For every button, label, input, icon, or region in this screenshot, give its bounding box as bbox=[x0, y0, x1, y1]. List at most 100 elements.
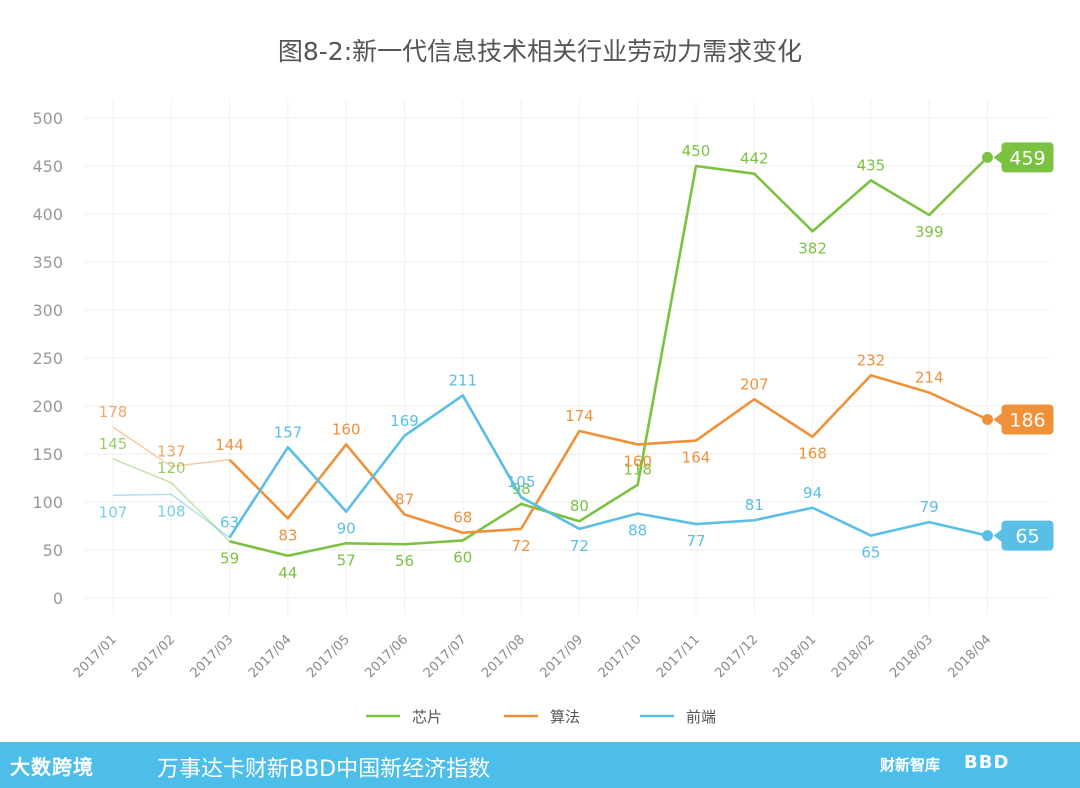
x-tick-label: 2017/07 bbox=[421, 632, 470, 681]
x-tick-label: 2017/05 bbox=[304, 632, 353, 681]
data-label: 232 bbox=[857, 351, 886, 369]
data-label: 137 bbox=[157, 442, 186, 460]
series-line-1 bbox=[228, 373, 989, 535]
data-label: 108 bbox=[157, 502, 186, 520]
data-label: 382 bbox=[798, 239, 827, 257]
footer-title: 万事达卡财新BBD中国新经济指数 bbox=[157, 757, 491, 782]
data-label: 63 bbox=[220, 514, 239, 532]
data-label: 77 bbox=[686, 532, 705, 550]
series-line-0 bbox=[229, 156, 989, 558]
y-tick-label: 300 bbox=[32, 301, 63, 320]
chart-title: 图8-2:新一代信息技术相关行业劳动力需求变化 bbox=[278, 37, 802, 66]
series-line-2 bbox=[228, 394, 988, 539]
data-label: 207 bbox=[740, 375, 769, 393]
x-tick-label: 2017/12 bbox=[712, 632, 761, 681]
data-label: 145 bbox=[99, 435, 128, 453]
legend-label: 芯片 bbox=[412, 708, 442, 726]
data-label: 94 bbox=[803, 484, 822, 502]
data-label: 57 bbox=[337, 551, 356, 569]
data-label: 72 bbox=[570, 537, 589, 555]
data-label: 68 bbox=[453, 509, 472, 527]
x-tick-label: 2017/02 bbox=[129, 632, 178, 681]
end-point-marker bbox=[982, 413, 993, 425]
data-label: 174 bbox=[565, 407, 594, 425]
data-label: 81 bbox=[745, 496, 764, 514]
x-tick-label: 2017/01 bbox=[71, 632, 120, 681]
data-label: 211 bbox=[448, 371, 477, 389]
end-badge-pointer bbox=[993, 529, 1002, 542]
end-badge bbox=[1001, 520, 1054, 551]
end-badge-pointer bbox=[993, 413, 1002, 426]
y-tick-label: 350 bbox=[32, 253, 63, 272]
data-label: 160 bbox=[332, 420, 361, 438]
data-label: 79 bbox=[920, 498, 939, 516]
data-label: 214 bbox=[915, 369, 944, 387]
data-label: 442 bbox=[740, 150, 769, 168]
y-tick-label: 500 bbox=[32, 109, 63, 128]
footer-brand: 财新智库 bbox=[880, 756, 941, 774]
data-label: 59 bbox=[220, 549, 239, 567]
data-label: 120 bbox=[157, 459, 186, 477]
x-tick-label: 2017/06 bbox=[363, 632, 412, 681]
data-label: 178 bbox=[99, 403, 128, 421]
x-tick-label: 2017/09 bbox=[537, 632, 586, 681]
x-tick-label: 2018/03 bbox=[887, 632, 936, 681]
line-chart: 图8-2:新一代信息技术相关行业劳动力需求变化 0 50 100 150 200 250 3… bbox=[32, 37, 1054, 726]
data-label: 65 bbox=[861, 544, 880, 562]
y-axis: 0 50 100 150 200 250 300 350 400 450 500 bbox=[32, 109, 63, 608]
data-label: 160 bbox=[623, 452, 652, 470]
end-badge bbox=[1001, 404, 1054, 435]
data-label: 87 bbox=[395, 490, 414, 508]
end-badge bbox=[1001, 142, 1054, 173]
data-label: 169 bbox=[390, 412, 419, 430]
series-line-start-0 bbox=[112, 458, 231, 542]
data-label: 107 bbox=[99, 503, 128, 521]
x-axis: 2017/01 2017/02 2017/03 2017/04 2017/05 2017/… bbox=[71, 632, 994, 681]
data-label: 450 bbox=[682, 142, 711, 160]
data-label: 44 bbox=[278, 564, 297, 582]
y-tick-label: 450 bbox=[32, 157, 63, 176]
data-label: 118 bbox=[623, 461, 652, 479]
data-label: 98 bbox=[512, 480, 531, 498]
data-label: 157 bbox=[274, 423, 303, 441]
data-label: 168 bbox=[798, 445, 827, 463]
end-point-marker bbox=[982, 151, 993, 163]
data-label: 90 bbox=[337, 520, 356, 538]
legend-label: 算法 bbox=[550, 708, 580, 726]
legend: 芯片 算法 前端 bbox=[366, 708, 716, 726]
x-tick-label: 2017/04 bbox=[246, 632, 295, 681]
x-tick-label: 2018/04 bbox=[946, 632, 995, 681]
data-label: 144 bbox=[215, 436, 244, 454]
y-tick-label: 100 bbox=[32, 493, 63, 512]
y-tick-label: 200 bbox=[32, 397, 63, 416]
x-tick-label: 2017/11 bbox=[654, 632, 703, 681]
end-point-marker bbox=[982, 530, 993, 542]
y-tick-label: 250 bbox=[32, 349, 63, 368]
y-tick-label: 400 bbox=[32, 205, 63, 224]
end-value-label: 186 bbox=[1009, 409, 1045, 431]
grid bbox=[84, 100, 1050, 615]
data-label: 88 bbox=[628, 522, 647, 540]
footer-bbd-logo: BBD bbox=[964, 752, 1010, 773]
x-tick-label: 2017/10 bbox=[596, 632, 645, 681]
data-label: 164 bbox=[682, 449, 711, 467]
end-value-label: 65 bbox=[1015, 526, 1039, 548]
footer-logo: 大数跨境 bbox=[10, 755, 94, 779]
footer-banner: 大数跨境 万事达卡财新BBD中国新经济指数 财新智库 BBD bbox=[0, 742, 1080, 788]
series-line-start-1 bbox=[112, 426, 230, 468]
data-label: 56 bbox=[395, 552, 414, 570]
x-tick-label: 2018/01 bbox=[771, 632, 820, 681]
data-label: 60 bbox=[453, 548, 472, 566]
x-tick-label: 2017/08 bbox=[479, 632, 528, 681]
data-label: 83 bbox=[278, 526, 297, 544]
series-group: 145 120 59 44 57 56 60 98 80 118 450 442 382 435 399 45… bbox=[99, 142, 1054, 582]
data-label: 399 bbox=[915, 223, 944, 241]
data-label: 72 bbox=[512, 537, 531, 555]
y-tick-label: 50 bbox=[43, 541, 63, 560]
data-label: 435 bbox=[857, 156, 886, 174]
legend-label: 前端 bbox=[686, 708, 716, 726]
end-value-label: 459 bbox=[1009, 147, 1045, 169]
series-line-start-2 bbox=[112, 493, 231, 539]
end-badge-pointer bbox=[993, 151, 1002, 164]
x-tick-label: 2018/02 bbox=[829, 632, 878, 681]
